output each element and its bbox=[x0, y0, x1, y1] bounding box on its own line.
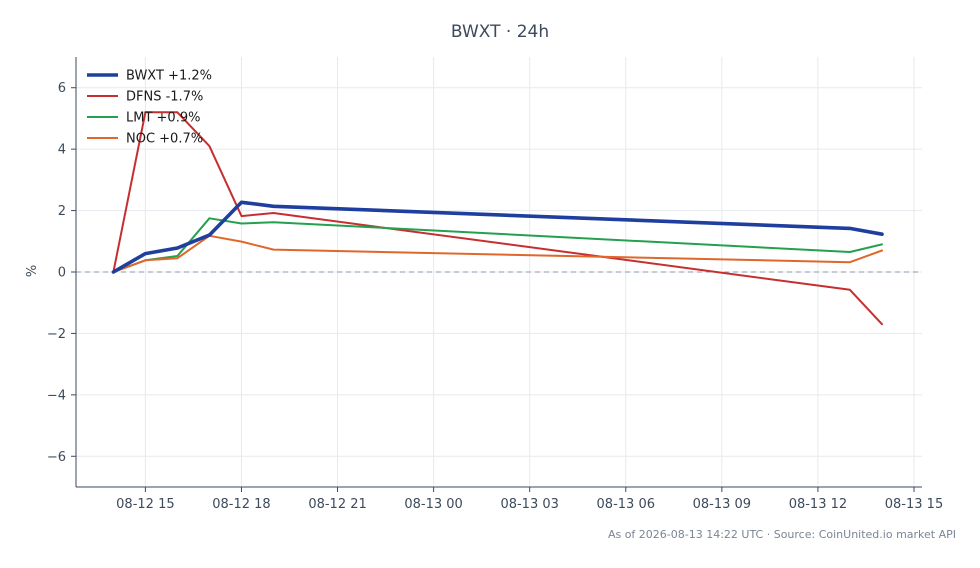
series-line-bwxt bbox=[111, 200, 884, 274]
x-tick-label: 08-12 15 bbox=[116, 497, 174, 512]
y-tick-label: −6 bbox=[47, 450, 66, 465]
legend-label: BWXT +1.2% bbox=[126, 69, 212, 84]
y-axis-label: % bbox=[25, 265, 40, 277]
y-tick-label: 2 bbox=[58, 204, 66, 219]
y-tick-label: 6 bbox=[58, 81, 66, 96]
x-tick-label: 08-13 12 bbox=[789, 497, 847, 512]
y-tick-label: 0 bbox=[58, 266, 66, 281]
series-lines bbox=[111, 111, 884, 326]
y-tick-label: 4 bbox=[58, 143, 66, 158]
x-tick-label: 08-13 15 bbox=[885, 497, 943, 512]
x-tick-label: 08-12 18 bbox=[212, 497, 270, 512]
y-tick-label: −4 bbox=[47, 388, 66, 403]
legend-label: NOC +0.7% bbox=[126, 132, 203, 147]
legend-label: LMT +0.9% bbox=[126, 111, 200, 126]
series-line-noc bbox=[112, 234, 883, 273]
x-tick-label: 08-12 21 bbox=[308, 497, 366, 512]
series-line-dfns bbox=[112, 111, 883, 326]
x-tick-label: 08-13 06 bbox=[597, 497, 655, 512]
x-tick-label: 08-13 00 bbox=[404, 497, 462, 512]
y-tick-label: −2 bbox=[47, 327, 66, 342]
legend-label: DFNS -1.7% bbox=[126, 90, 203, 105]
x-tick-label: 08-13 03 bbox=[500, 497, 558, 512]
x-axis-ticks: 08-12 15 08-12 18 08-12 21 08-13 00 08-13 03… bbox=[116, 487, 943, 512]
legend: BWXT +1.2% DFNS -1.7% LMT +0.9% NOC +0.7% bbox=[87, 69, 212, 147]
y-axis-ticks: 6 4 2 0 −2 −4 −6 bbox=[47, 81, 76, 465]
chart-title: BWXT · 24h bbox=[451, 22, 549, 42]
x-tick-label: 08-13 09 bbox=[693, 497, 751, 512]
source-footnote: As of 2026-08-13 14:22 UTC · Source: Coi… bbox=[608, 528, 956, 541]
